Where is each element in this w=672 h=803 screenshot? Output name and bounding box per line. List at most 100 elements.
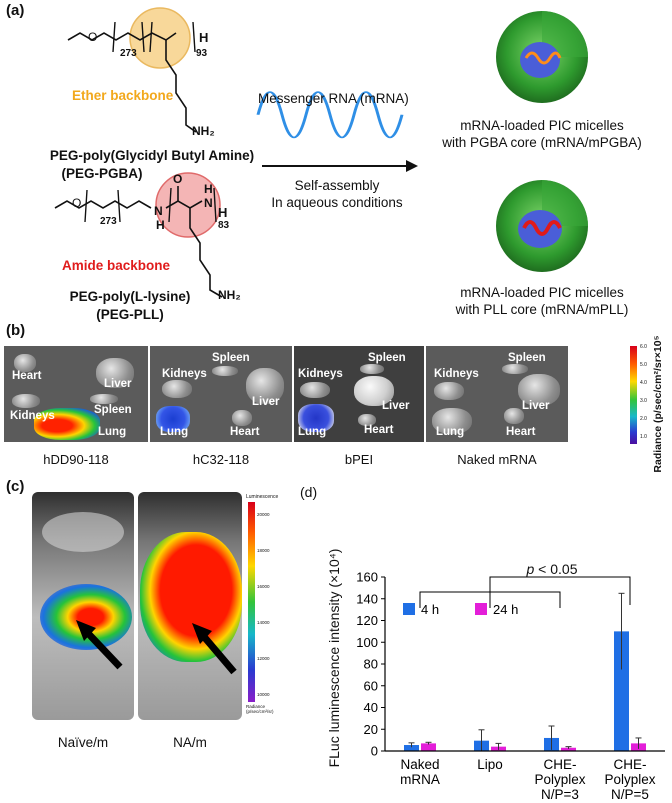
mouse-image-na <box>138 492 242 720</box>
organ-kidneys <box>162 380 192 398</box>
pgba-peg-subscript: 273 <box>120 48 137 59</box>
organ-label-4: Lung <box>436 426 465 438</box>
y-tick-label: 160 <box>356 570 378 585</box>
organ-label-1: Heart <box>12 370 42 382</box>
naive-arrow <box>76 620 123 670</box>
lum-tick-3: 16000 <box>257 584 270 589</box>
pll-ring-n: N <box>204 196 213 210</box>
significance-bracket <box>489 576 631 605</box>
organ-label-1: Spleen <box>212 352 250 364</box>
organ-kidneys <box>12 394 40 408</box>
panel-c-label: (c) <box>6 478 25 495</box>
significance-text: < 0.05 <box>538 561 578 577</box>
pll-nh-h: H <box>156 218 165 232</box>
bar-4h <box>404 745 419 751</box>
organ-heart <box>358 414 376 426</box>
organ-label-5: Lung <box>98 426 127 438</box>
amide-backbone-highlight <box>155 172 221 238</box>
organ-label-3: Liver <box>522 400 550 412</box>
pll-poly-subscript: 83 <box>218 220 230 231</box>
organ-label-1: Spleen <box>508 352 546 364</box>
radiance-tick-3: 4.0 <box>640 380 647 386</box>
pgba-bracket-right <box>141 21 145 53</box>
ether-backbone-highlight <box>129 7 191 69</box>
pll-nh-n: N <box>154 204 163 218</box>
pgba-bracket-left <box>112 21 116 53</box>
amide-backbone-label: Amide backbone <box>62 258 171 273</box>
ether-backbone-label: Ether backbone <box>72 88 174 103</box>
micelle-pll-line1: mRNA-loaded PIC micelles <box>460 285 624 300</box>
micelle-pgba-cut <box>542 11 588 57</box>
pll-amide <box>165 200 203 209</box>
organ-label-5: Heart <box>364 424 394 436</box>
panel-a-label: (a) <box>6 2 25 19</box>
panel-d-label: (d) <box>300 484 318 500</box>
bar-24h <box>421 743 436 751</box>
significance-annotation: p < 0.05 <box>526 561 578 577</box>
x-tick-label: Polyplex <box>604 772 655 787</box>
pgba-name-line1: PEG-poly(Glycidyl Butyl Amine) <box>49 148 255 163</box>
radiance-tick-5: 2.0 <box>640 416 647 422</box>
y-tick-label: 80 <box>364 657 378 672</box>
y-tick-label: 60 <box>364 678 378 693</box>
lum-tick-2: 18000 <box>257 548 270 553</box>
lung-signal <box>298 404 334 432</box>
pll-name-line2: (PEG-PLL) <box>96 307 164 322</box>
x-tick-label: Lipo <box>477 757 503 772</box>
organ-label-4: Lung <box>298 426 327 438</box>
luminescence-colorbar-title: Luminescence <box>246 494 279 500</box>
organ-image-hc32: Spleen Kidneys Liver Lung Heart <box>150 346 292 442</box>
pgba-bracket2-right <box>192 21 196 53</box>
organ-image-naked: Spleen Kidneys Liver Lung Heart <box>426 346 568 442</box>
lung-signal <box>34 408 100 440</box>
organ-spleen <box>90 394 118 404</box>
organ-image-bpei: Spleen Kidneys Liver Lung Heart <box>294 346 424 442</box>
assembly-arrow-head <box>406 160 418 172</box>
pll-bracket2-right <box>213 187 217 223</box>
na-arrow <box>192 623 237 675</box>
pgba-h-end: H <box>199 30 209 45</box>
pgba-peg-chain <box>67 32 177 41</box>
pll-o-atom: O <box>72 196 82 210</box>
micelle-pll-line2: with PLL core (mRNA/mPLL) <box>455 302 629 317</box>
pll-side-chain <box>189 208 223 298</box>
organ-heart <box>232 410 252 426</box>
organ-label-4: Spleen <box>94 404 132 416</box>
organ-label-4: Lung <box>160 426 189 438</box>
legend-label: 24 h <box>493 602 518 617</box>
radiance-tick-2: 5.0 <box>640 362 647 368</box>
organ-label-5: Heart <box>506 426 536 438</box>
x-tick-label: N/P=3 <box>541 787 579 802</box>
y-axis-label: FLuc luminescence intensity (×10⁴) <box>326 548 342 768</box>
organ-liver <box>518 374 560 406</box>
pgba-amine: NH₂ <box>192 124 215 138</box>
pll-bracket-right <box>117 189 121 223</box>
mrna-wave <box>256 91 404 139</box>
x-tick-label: Naked <box>400 757 439 772</box>
pgba-bracket2-left <box>149 21 153 53</box>
caption-naive: Naïve/m <box>57 735 109 750</box>
organ-label-2: Kidneys <box>298 368 343 380</box>
organ-liver <box>246 368 284 404</box>
organ-label-2: Kidneys <box>434 368 479 380</box>
lum-tick-4: 14000 <box>257 620 270 625</box>
caption-na: NA/m <box>173 735 207 750</box>
organ-heart <box>504 408 524 424</box>
pll-bracket-left <box>84 189 88 223</box>
bar-4h <box>614 631 629 751</box>
organ-liver <box>96 358 134 388</box>
legend-label: 4 h <box>421 602 439 617</box>
y-tick-label: 0 <box>371 744 378 759</box>
micelle-pll-mrna <box>522 220 562 236</box>
pll-h-end: H <box>218 205 228 220</box>
luminescence-colorbar <box>248 502 255 702</box>
caption-hc32: hC32-118 <box>192 452 250 467</box>
pgba-o-atom: O <box>88 30 98 44</box>
radiance-tick-4: 3.0 <box>640 398 647 404</box>
pll-peg-chain <box>54 200 152 209</box>
organ-label-5: Heart <box>230 426 260 438</box>
panel-b-label: (b) <box>6 322 26 339</box>
y-tick-label: 120 <box>356 613 378 628</box>
legend-swatch <box>475 603 487 615</box>
